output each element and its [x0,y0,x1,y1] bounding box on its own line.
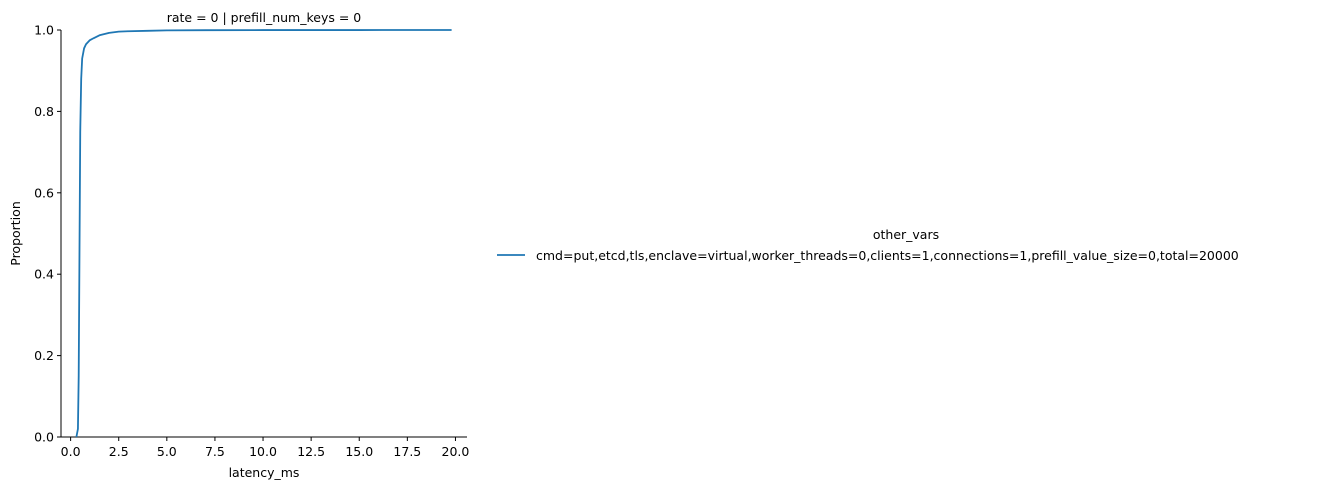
legend-title: other_vars [873,227,939,242]
y-tick-label: 0.0 [34,430,54,445]
legend-label: cmd=put,etcd,tls,enclave=virtual,worker_… [536,248,1239,263]
y-axis-ticks: 0.0 0.2 0.4 0.6 0.8 1.0 [34,23,61,445]
y-tick-label: 0.4 [34,267,54,282]
x-tick-label: 10.0 [249,444,277,459]
x-axis-ticks: 0.0 2.5 5.0 7.5 10.0 12.5 15.0 17.5 20.0 [61,437,470,459]
x-tick-label: 7.5 [205,444,225,459]
y-tick-label: 0.8 [34,104,54,119]
y-tick-label: 0.6 [34,185,54,200]
x-axis-title: latency_ms [229,465,300,480]
x-tick-label: 15.0 [345,444,373,459]
y-axis-title: Proportion [8,201,23,266]
x-tick-label: 5.0 [157,444,177,459]
y-tick-label: 1.0 [34,23,54,38]
x-tick-label: 12.5 [297,444,325,459]
x-tick-label: 2.5 [109,444,129,459]
x-tick-label: 17.5 [393,444,421,459]
y-tick-label: 0.2 [34,348,54,363]
legend: other_vars cmd=put,etcd,tls,enclave=virt… [497,227,1239,263]
facet-title: rate = 0 | prefill_num_keys = 0 [167,10,362,25]
ecdf-line [75,29,452,438]
x-tick-label: 0.0 [61,444,81,459]
series-layer [75,29,452,438]
plot-area: 0.0 2.5 5.0 7.5 10.0 12.5 15.0 17.5 20.0 0.00.20… [34,23,469,460]
x-tick-label: 20.0 [442,444,470,459]
